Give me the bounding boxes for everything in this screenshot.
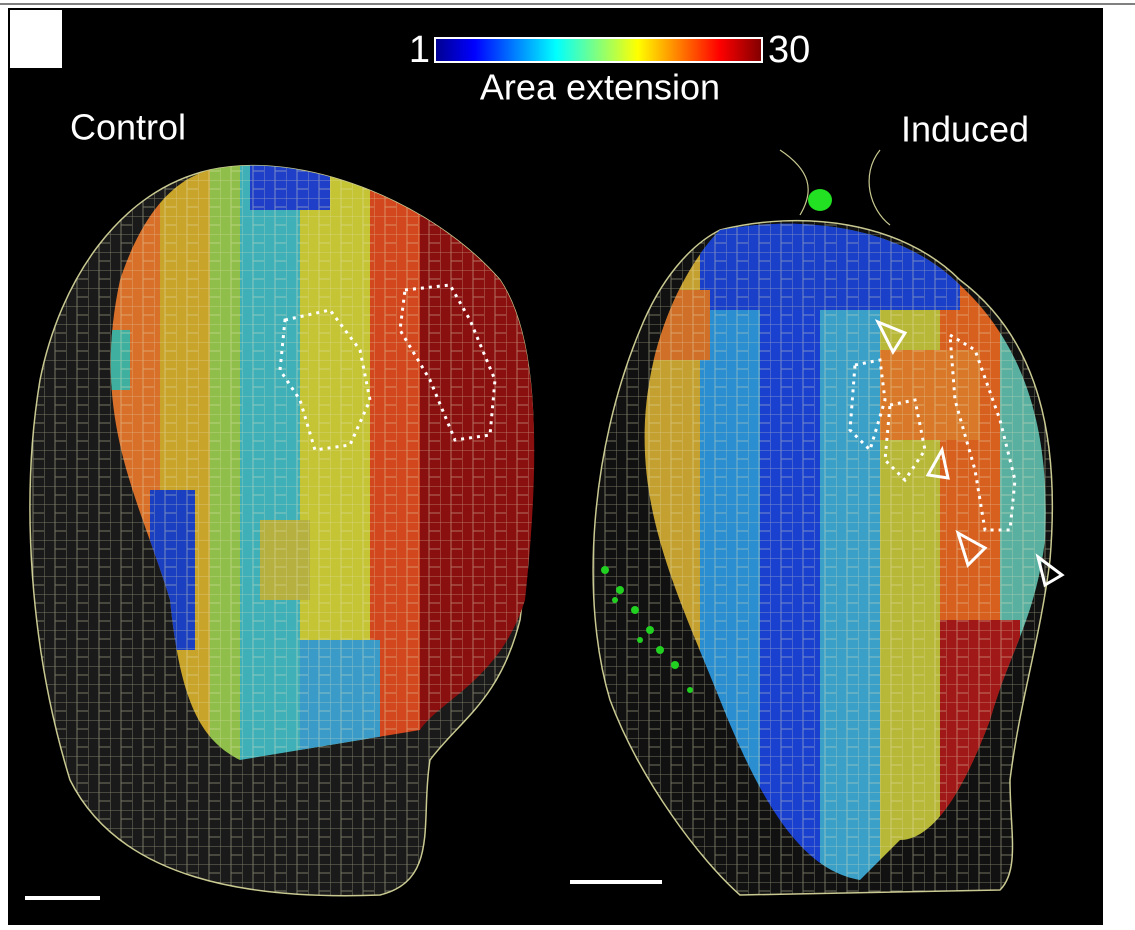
colorbar [434, 37, 763, 63]
colorbar-label: Area extension [480, 67, 720, 108]
panel-marker [10, 10, 62, 68]
panel-label: Control [70, 107, 186, 148]
colorbar-min: 1 [409, 29, 430, 71]
colorbar-max: 30 [768, 29, 810, 71]
induced-organ [592, 149, 1065, 896]
panel-label: Induced [901, 109, 1029, 150]
control-organ [29, 164, 535, 897]
